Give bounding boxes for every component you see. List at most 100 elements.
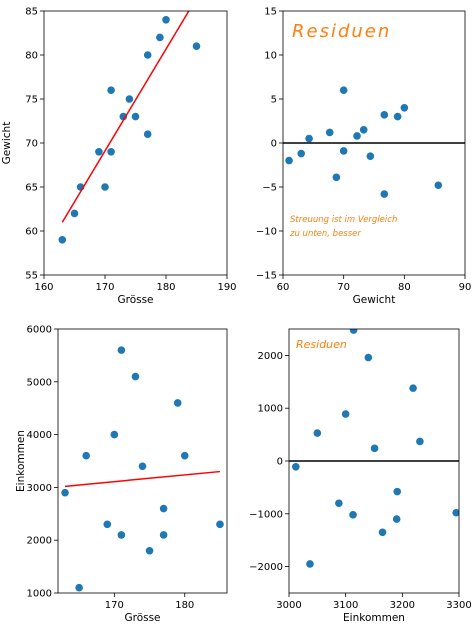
- data-point: [131, 112, 140, 121]
- data-point: [159, 531, 168, 539]
- data-point: [325, 128, 334, 137]
- data-point: [138, 462, 147, 471]
- data-point: [82, 451, 90, 460]
- data-point: [95, 148, 103, 156]
- data-point: [162, 15, 170, 24]
- data-point: [400, 104, 409, 112]
- data-point: [143, 51, 152, 59]
- data-point: [61, 488, 69, 497]
- data-point: [339, 147, 348, 155]
- y-tick-label: 75: [25, 95, 38, 106]
- data-point: [297, 149, 306, 158]
- y-tick-label: 65: [25, 183, 38, 194]
- data-point: [378, 528, 387, 537]
- plot-area: [61, 346, 224, 592]
- chart-gewicht-vs-groesse: 160 170 180 190 55 60 65 70 75 80 85 Grösse Gewicht: [1, 7, 237, 307]
- x-tick-label: 170: [95, 282, 114, 293]
- x-tick-label: 70: [337, 282, 350, 293]
- data-point: [173, 399, 182, 407]
- y-tick-label: 15: [264, 7, 277, 18]
- y-tick-label: 1000: [258, 404, 283, 415]
- data-point: [117, 531, 126, 539]
- y-tick-label: 85: [25, 7, 38, 18]
- data-point: [305, 134, 313, 143]
- y-tick-label: −10: [256, 227, 277, 238]
- x-axis-label: Grösse: [117, 294, 153, 306]
- data-point: [125, 95, 134, 103]
- data-point: [159, 504, 168, 513]
- plot-area: [283, 86, 465, 198]
- x-axis-label: Grösse: [124, 612, 160, 624]
- regression-line: [61, 11, 190, 223]
- y-tick-label: 60: [25, 227, 38, 238]
- data-point: [107, 86, 115, 94]
- annotation-residuen-2: Residuen: [296, 338, 347, 351]
- data-point: [131, 372, 140, 381]
- data-point: [353, 132, 361, 140]
- data-point: [156, 33, 164, 42]
- y-tick-label: 0: [277, 457, 283, 468]
- chart-residuen-einkommen: 3000 3100 3200 3300 −2000 −1000 0 1000 2000 Einko…: [249, 328, 472, 624]
- data-point: [143, 130, 152, 138]
- data-point: [359, 126, 368, 134]
- data-point: [145, 546, 154, 555]
- x-tick-label: 170: [105, 600, 124, 611]
- y-tick-label: 1000: [27, 589, 52, 600]
- regression-line: [64, 470, 221, 488]
- data-point: [341, 410, 350, 418]
- data-point: [349, 511, 357, 519]
- data-point: [380, 190, 389, 198]
- data-point: [107, 148, 115, 156]
- data-point: [370, 444, 379, 453]
- data-point: [103, 520, 112, 529]
- data-point: [409, 384, 417, 392]
- x-tick-label: 3000: [276, 600, 301, 611]
- data-point: [70, 209, 79, 218]
- chart-residuen-gewicht: 60 70 80 90 −15 −10 −5 0 5 10 15 Gewicht Residuen Str…: [256, 7, 471, 307]
- data-point: [216, 520, 224, 529]
- data-point: [285, 156, 293, 165]
- y-tick-label: 55: [25, 271, 38, 282]
- annotation-residuen-1: Residuen: [292, 21, 391, 42]
- x-tick-label: 3300: [446, 600, 471, 611]
- y-tick-label: 5: [271, 95, 277, 106]
- x-tick-label: 190: [217, 282, 236, 293]
- data-point: [393, 112, 402, 121]
- x-tick-label: 90: [459, 282, 472, 293]
- y-tick-label: −2000: [249, 562, 283, 573]
- annotation-streuung-line2: zu unten, besser: [289, 229, 361, 239]
- data-point: [117, 346, 126, 354]
- y-tick-label: 10: [264, 51, 277, 62]
- data-point: [110, 430, 119, 439]
- data-point: [292, 463, 300, 471]
- axes-frame: [43, 10, 228, 276]
- data-point: [332, 173, 341, 182]
- x-axis-label: Einkommen: [343, 612, 405, 624]
- y-tick-label: −15: [256, 271, 277, 282]
- axes-frame: [57, 328, 228, 594]
- data-point: [313, 429, 322, 437]
- data-point: [416, 437, 424, 446]
- y-tick-label: 80: [25, 51, 38, 62]
- y-tick-label: 0: [271, 139, 277, 150]
- y-tick-label: −5: [262, 183, 277, 194]
- data-point: [393, 487, 402, 496]
- data-point: [339, 86, 348, 94]
- data-point: [101, 183, 109, 191]
- plot-area: [58, 11, 201, 244]
- data-point: [306, 560, 314, 568]
- chart-einkommen-vs-groesse: 170 180 1000 2000 3000 4000 5000 6000 Grösse Eink…: [15, 325, 228, 624]
- y-axis-label: Gewicht: [1, 122, 13, 165]
- x-tick-label: 80: [398, 282, 411, 293]
- x-tick-label: 180: [156, 282, 175, 293]
- data-point: [434, 181, 443, 190]
- x-tick-label: 180: [175, 600, 194, 611]
- data-point: [349, 329, 358, 334]
- plot-area: [289, 329, 459, 568]
- data-point: [58, 236, 67, 244]
- data-point: [192, 42, 201, 50]
- data-point: [364, 353, 373, 362]
- x-tick-label: 3200: [390, 600, 415, 611]
- data-point: [180, 451, 189, 460]
